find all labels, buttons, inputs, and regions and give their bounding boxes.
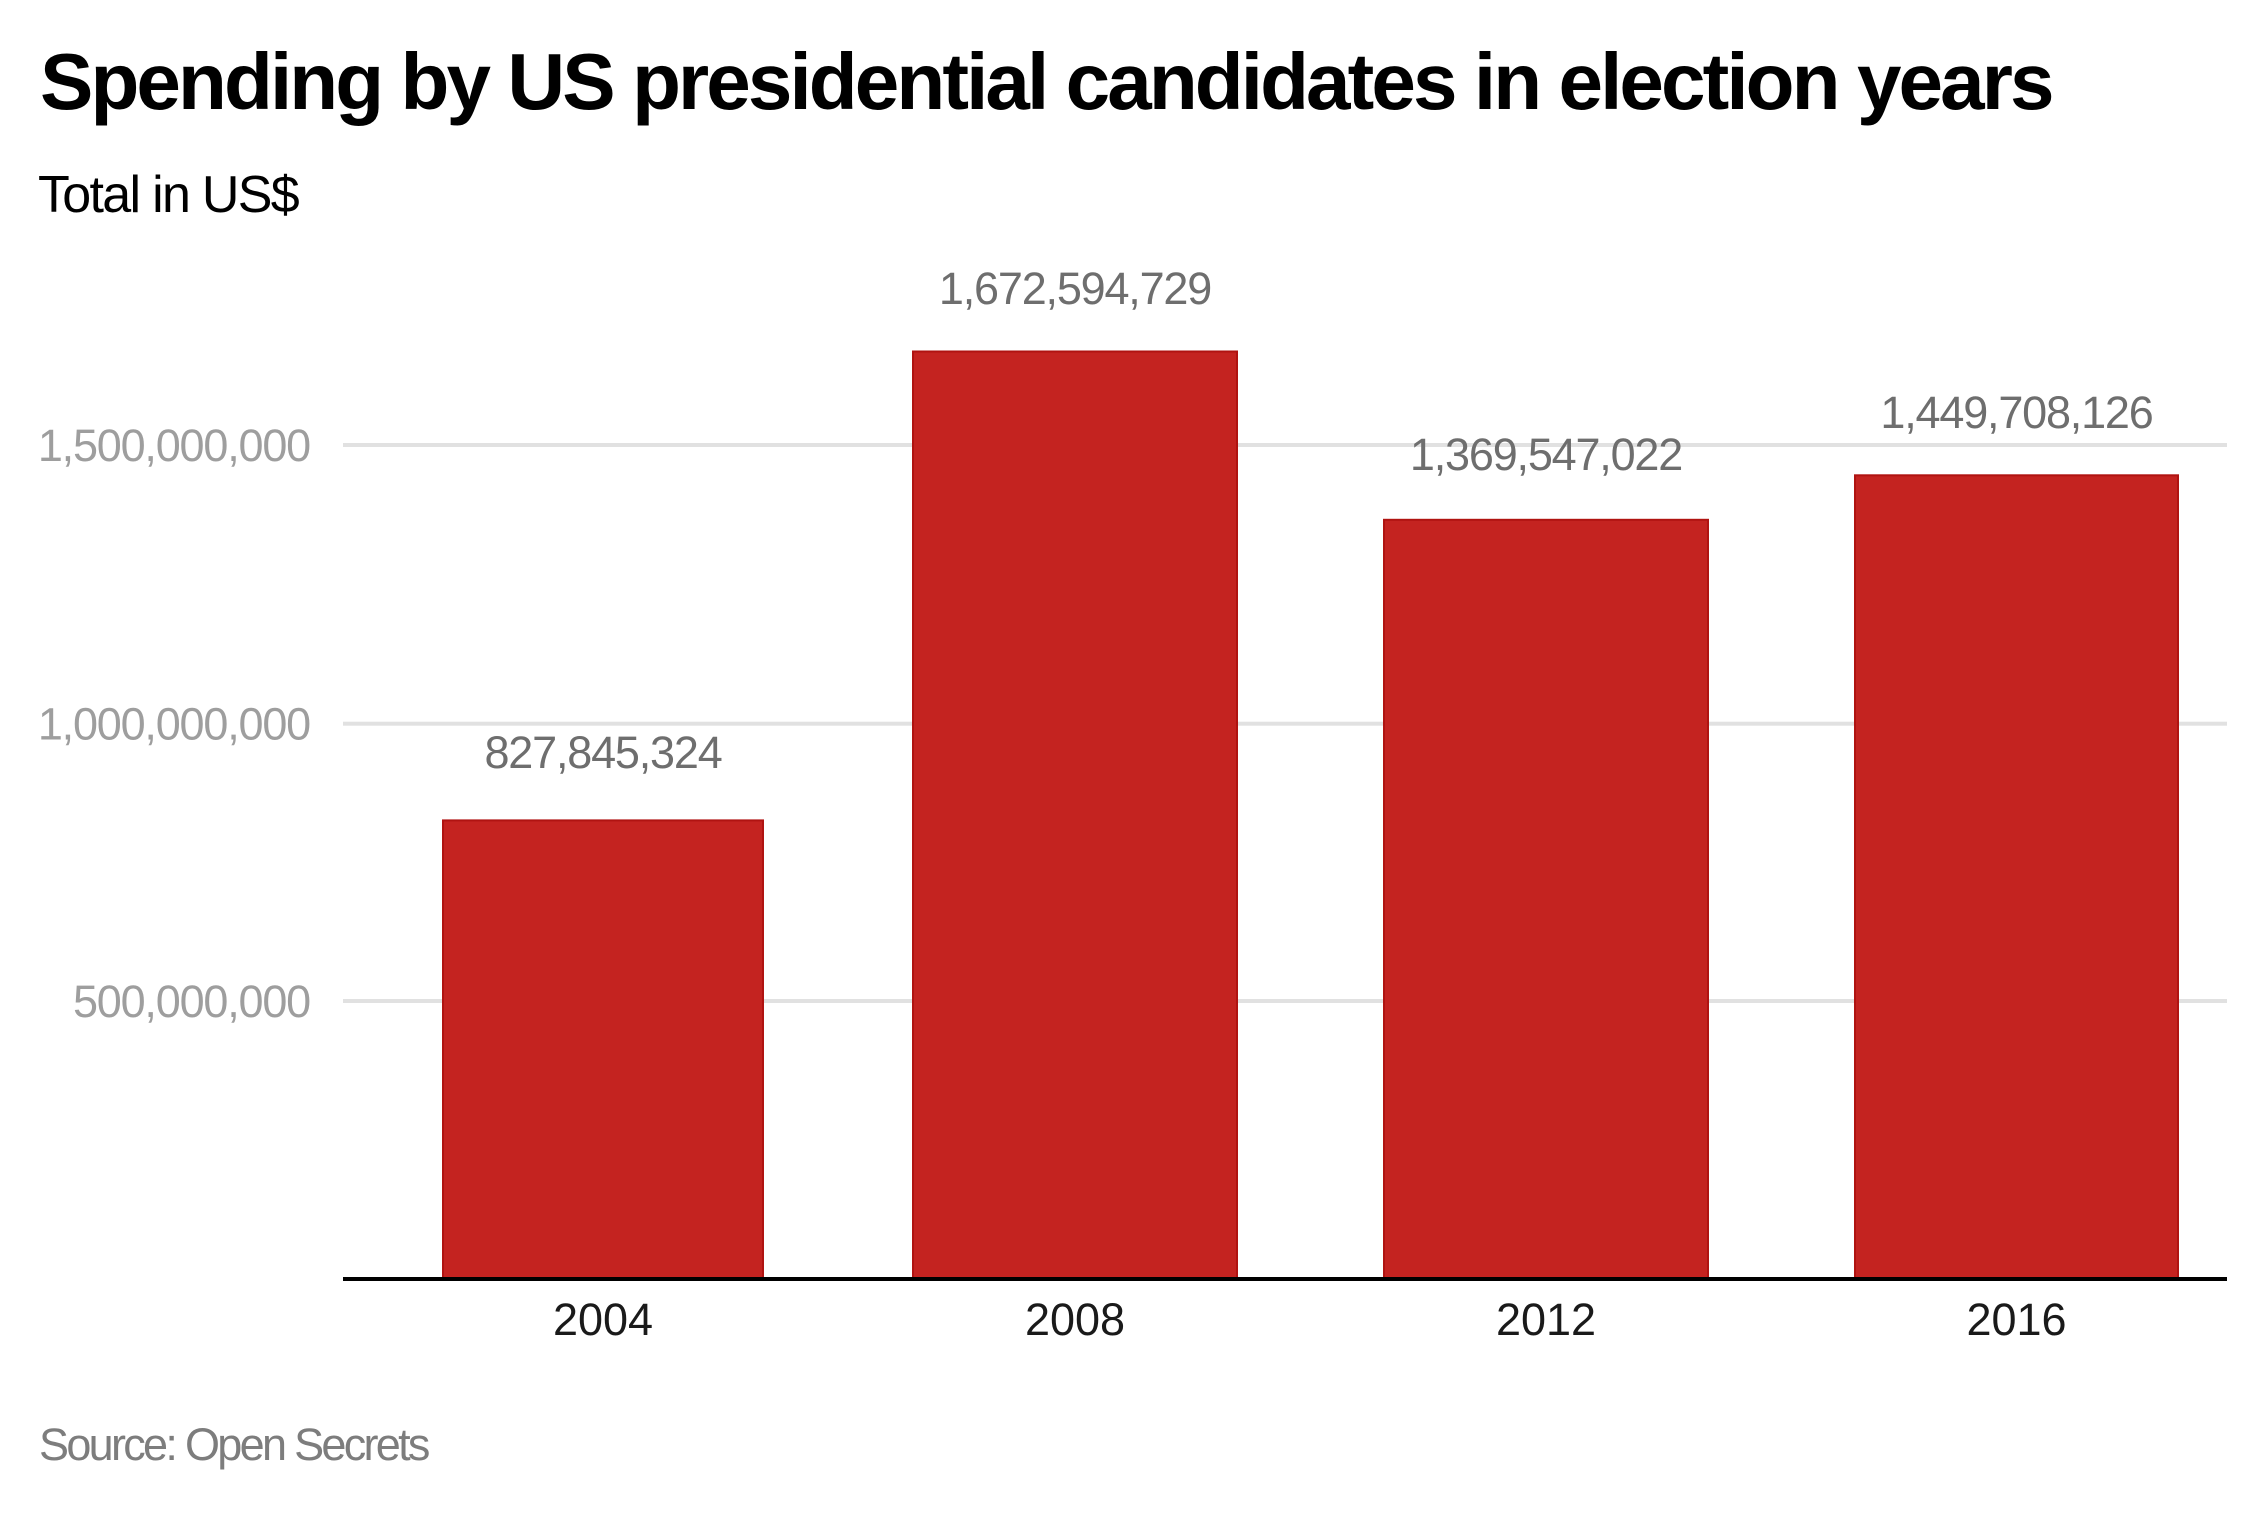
svg-text:827,845,324: 827,845,324 (484, 727, 721, 778)
svg-text:1,500,000,000: 1,500,000,000 (38, 420, 310, 471)
svg-text:Source: Open Secrets: Source: Open Secrets (39, 1419, 429, 1470)
svg-text:2008: 2008 (1025, 1294, 1125, 1345)
svg-text:Total in US$: Total in US$ (38, 166, 300, 224)
svg-text:2016: 2016 (1966, 1294, 2066, 1345)
svg-text:Spending by US presidential ca: Spending by US presidential candidates i… (40, 37, 2052, 126)
svg-text:2004: 2004 (553, 1294, 653, 1345)
svg-text:500,000,000: 500,000,000 (73, 976, 310, 1027)
svg-text:1,000,000,000: 1,000,000,000 (38, 699, 310, 750)
svg-text:1,449,708,126: 1,449,708,126 (1880, 387, 2152, 438)
svg-text:2012: 2012 (1496, 1294, 1596, 1345)
svg-text:1,672,594,729: 1,672,594,729 (939, 263, 1211, 314)
svg-text:1,369,547,022: 1,369,547,022 (1410, 429, 1682, 480)
